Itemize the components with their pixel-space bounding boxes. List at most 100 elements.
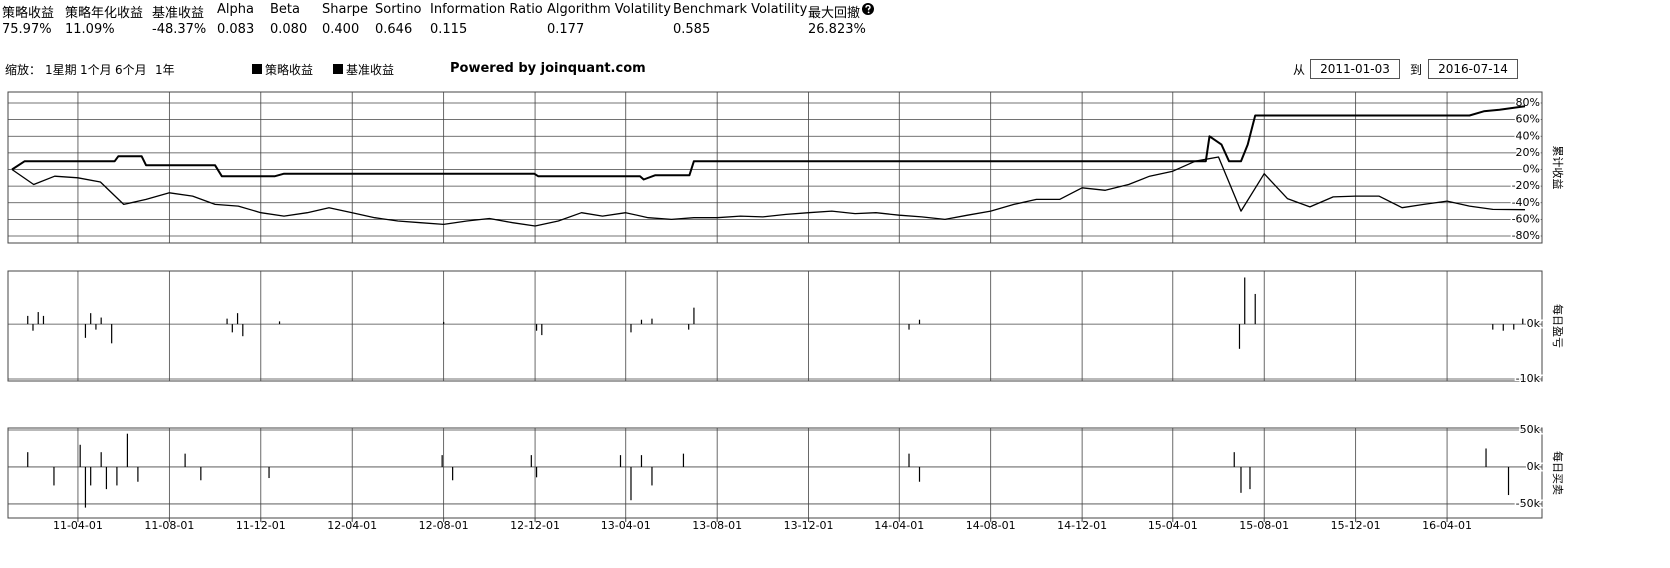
x-tick-label: 12-08-01: [419, 519, 469, 532]
y-tick-label: 50k: [1520, 423, 1541, 436]
from-label: 从: [1293, 63, 1306, 77]
y-tick-label: -80%: [1512, 229, 1540, 242]
legend-label[interactable]: 策略收益: [265, 63, 314, 77]
x-tick-label: 12-04-01: [327, 519, 377, 532]
x-tick-label: 12-12-01: [510, 519, 560, 532]
x-tick-label: 15-08-01: [1239, 519, 1289, 532]
y-tick-label: -20%: [1512, 179, 1540, 192]
stat-value: 0.585: [673, 22, 711, 37]
bar: [640, 455, 643, 467]
bar: [541, 324, 543, 336]
stat-label: Beta: [270, 2, 300, 17]
x-tick-label: 13-12-01: [784, 519, 834, 532]
bar: [530, 455, 532, 467]
bar: [1240, 466, 1242, 493]
bar: [242, 324, 244, 337]
bar: [651, 466, 653, 486]
bar: [535, 466, 538, 478]
bar: [908, 324, 910, 330]
bar: [90, 313, 92, 325]
bar: [619, 455, 622, 467]
x-tick-label: 11-04-01: [53, 519, 103, 532]
stat-label: Alpha: [217, 2, 254, 17]
plot-frame: [7, 91, 1543, 244]
bar: [231, 324, 233, 333]
plot-frame: [7, 427, 1543, 519]
stat-label: Sharpe: [322, 2, 369, 17]
bar: [137, 466, 139, 482]
y-axis-title: 累计收益: [1551, 146, 1565, 190]
y-tick-label: 60%: [1516, 113, 1540, 126]
x-tick-label: 13-08-01: [692, 519, 742, 532]
to-input[interactable]: 2016-07-14: [1428, 59, 1518, 79]
powered-by[interactable]: Powered by joinquant.com: [450, 61, 646, 76]
x-tick-label: 11-12-01: [236, 519, 286, 532]
bar: [693, 307, 695, 325]
bar: [126, 433, 129, 467]
series-line: [11, 156, 1526, 227]
bar: [1513, 324, 1515, 330]
bar: [200, 466, 202, 481]
stat-value: 11.09%: [65, 22, 115, 37]
zoom-option[interactable]: 1年: [155, 63, 175, 77]
stat-value: 0.400: [322, 22, 360, 37]
y-tick-label: -10k: [1516, 372, 1541, 385]
zoom-label: 缩放：: [5, 63, 42, 77]
bar: [688, 324, 690, 330]
bar: [1254, 293, 1256, 325]
x-tick-label: 14-08-01: [966, 519, 1016, 532]
bar: [535, 324, 538, 331]
y-tick-label: -60%: [1512, 212, 1540, 225]
legend-swatch[interactable]: [252, 61, 262, 75]
plot-frame: [7, 270, 1543, 382]
legend-label[interactable]: 基准收益: [346, 63, 395, 77]
bar: [1502, 324, 1504, 331]
zoom-option[interactable]: 1星期: [45, 63, 77, 77]
x-tick-label: 11-08-01: [144, 519, 194, 532]
bar: [630, 466, 632, 501]
bar: [79, 444, 81, 467]
bar: [226, 318, 228, 325]
bar: [236, 313, 239, 325]
x-tick-label: 14-04-01: [874, 519, 924, 532]
bar: [1522, 318, 1524, 325]
bar: [105, 466, 108, 490]
bar: [111, 324, 113, 344]
legend-swatch[interactable]: [333, 61, 343, 75]
bar: [918, 319, 921, 325]
bar: [1485, 448, 1487, 467]
y-axis-title: 每日盈亏: [1551, 304, 1565, 348]
bar: [918, 466, 921, 482]
y-tick-label: -50k: [1516, 497, 1541, 510]
stat-label: Information Ratio: [430, 2, 543, 17]
y-tick-label: 20%: [1516, 146, 1540, 159]
y-tick-label: 0k: [1527, 460, 1541, 473]
x-tick-label: 16-04-01: [1422, 519, 1472, 532]
stat-label: 最大回撤: [808, 6, 861, 21]
stat-value: 75.97%: [2, 22, 52, 37]
stat-label: Algorithm Volatility: [547, 2, 671, 17]
stat-label: 策略年化收益: [65, 6, 144, 21]
bar: [630, 324, 632, 333]
zoom-option[interactable]: 1个月: [80, 63, 112, 77]
bar: [100, 452, 102, 467]
from-input[interactable]: 2011-01-03: [1310, 59, 1400, 79]
stat-value: 0.177: [547, 22, 585, 37]
help-icon[interactable]: [862, 3, 874, 15]
stat-value: 0.115: [430, 22, 468, 37]
bar: [452, 466, 454, 481]
bar: [640, 319, 643, 325]
bar: [278, 321, 281, 325]
bar: [100, 317, 102, 325]
y-tick-label: 0%: [1523, 163, 1540, 176]
bar: [1233, 452, 1235, 467]
bar: [268, 466, 270, 479]
bar: [90, 466, 92, 486]
y-tick-label: 40%: [1516, 129, 1540, 142]
bar: [27, 452, 29, 467]
zoom-option[interactable]: 6个月: [115, 63, 147, 77]
stat-label: 策略收益: [2, 6, 55, 21]
bar: [682, 453, 685, 467]
